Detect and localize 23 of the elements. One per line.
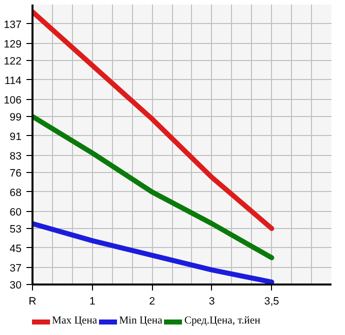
y-tick-label: 106 <box>4 94 22 106</box>
y-tick-label: 53 <box>10 224 22 236</box>
y-tick-label: 122 <box>4 56 22 68</box>
x-tick-label: 1 <box>89 296 96 308</box>
y-tick-label: 30 <box>10 280 22 292</box>
y-tick-label: 45 <box>10 242 22 255</box>
legend-label: Сред.Цена, т.йен <box>184 316 260 326</box>
y-tick-label: 137 <box>4 18 22 31</box>
y-tick-label: 60 <box>10 206 22 218</box>
x-tick-label: R <box>28 296 37 308</box>
y-tick-label: 83 <box>10 150 22 162</box>
x-tick-label: 3,5 <box>264 296 280 308</box>
y-tick-label: 37 <box>10 262 22 274</box>
y-tick-label: 99 <box>10 112 22 124</box>
x-tick-label: 2 <box>149 296 156 308</box>
legend-label: Min Цена <box>119 316 162 326</box>
legend-label: Max Цена <box>52 316 98 326</box>
y-tick-label: 129 <box>4 38 22 50</box>
y-tick-label: 76 <box>10 168 22 180</box>
x-tick-label: 3 <box>208 296 215 308</box>
y-tick-label: 114 <box>4 74 22 87</box>
y-tick-label: 91 <box>10 130 22 143</box>
y-tick-label: 68 <box>10 186 22 199</box>
